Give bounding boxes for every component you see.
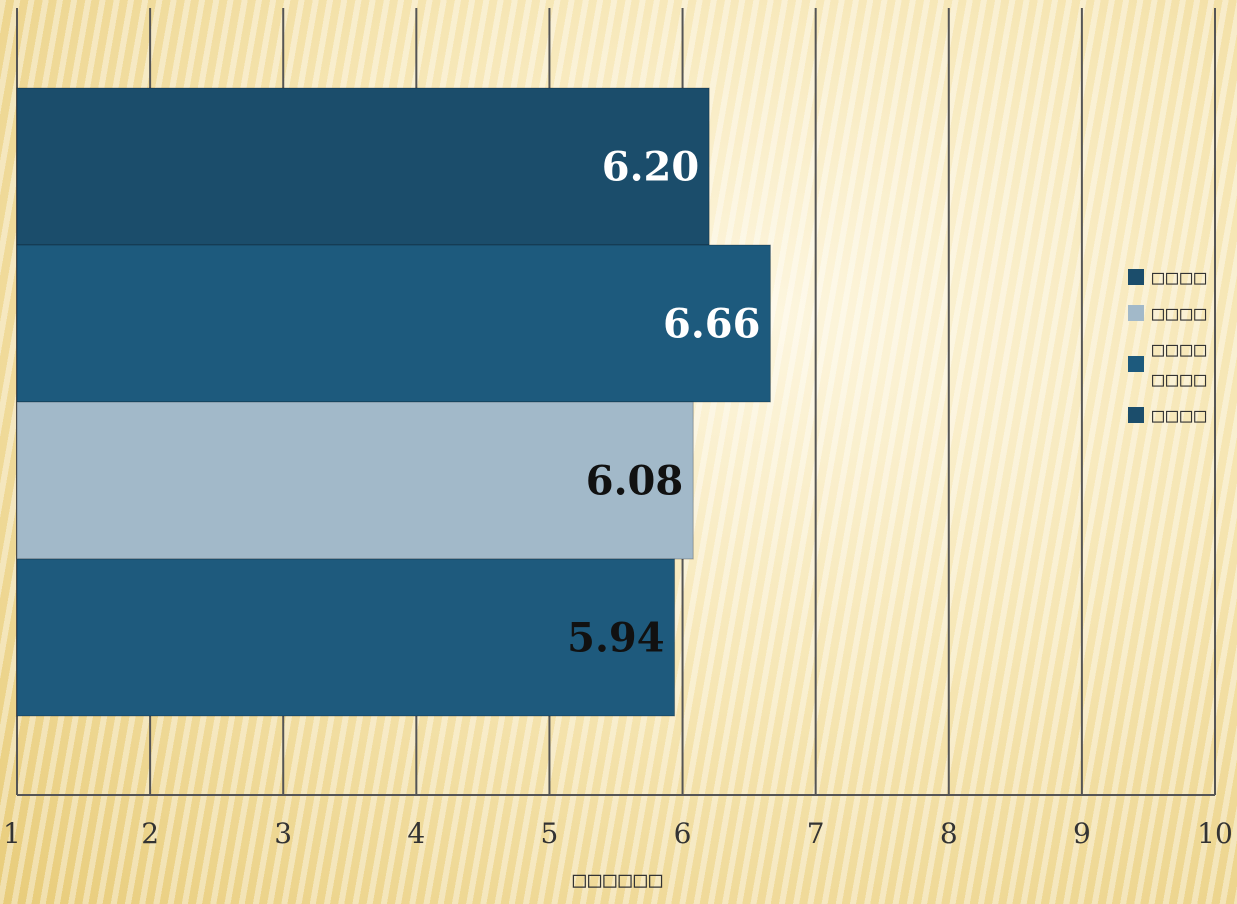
x-tick-label: 7 (807, 817, 825, 850)
data-label: 6.08 (586, 458, 683, 505)
x-tick-label: 8 (940, 817, 958, 850)
legend-label: □□□□ (1152, 301, 1209, 325)
x-tick-label: 9 (1073, 817, 1091, 850)
legend-item: □□□□ (1128, 298, 1237, 328)
bar (16, 401, 694, 560)
legend-item: □□□□ (1128, 400, 1237, 430)
chart-legend: □□□□ □□□□ □□□□ □□□□ □□□□ (1128, 262, 1237, 436)
legend-swatch (1128, 269, 1144, 285)
x-axis-title: □□□□□□ (572, 868, 665, 893)
legend-item: □□□□ □□□□ (1128, 334, 1237, 394)
x-tick-label: 2 (141, 817, 159, 850)
x-tick-label: 4 (407, 817, 425, 850)
legend-swatch (1128, 407, 1144, 423)
bar (16, 558, 676, 717)
x-tick-label: 5 (541, 817, 559, 850)
legend-item: □□□□ (1128, 262, 1237, 292)
bar (16, 87, 710, 246)
x-tick-label: 6 (674, 817, 692, 850)
legend-label: □□□□ (1152, 403, 1209, 427)
legend-label: □□□□ □□□□ (1152, 337, 1209, 391)
bar (16, 244, 771, 403)
legend-swatch (1128, 305, 1144, 321)
x-tick-label: 10 (1197, 817, 1233, 850)
legend-swatch (1128, 356, 1144, 372)
data-label: 5.94 (567, 615, 664, 662)
legend-label: □□□□ (1152, 265, 1209, 289)
data-label: 6.20 (602, 144, 699, 191)
x-tick-label: 3 (274, 817, 292, 850)
data-label: 6.66 (663, 301, 760, 348)
x-tick-label: 1 (3, 817, 21, 850)
